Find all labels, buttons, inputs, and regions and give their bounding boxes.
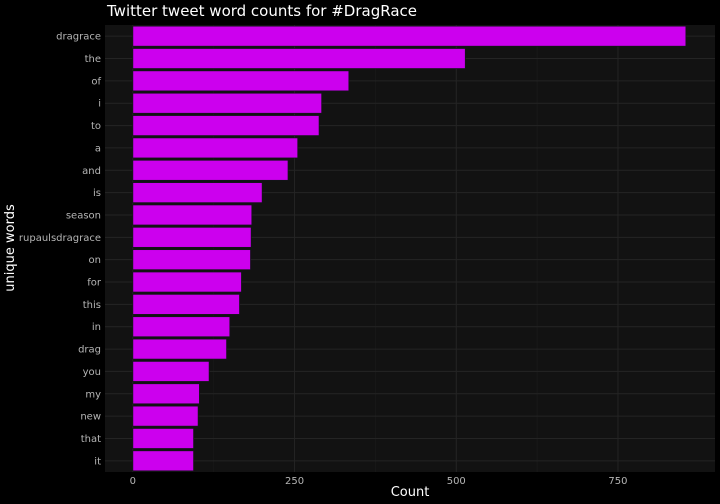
plot-panel bbox=[105, 25, 715, 472]
bar-a bbox=[132, 137, 299, 159]
y-tick-label: new bbox=[80, 412, 101, 423]
bar-on bbox=[132, 249, 251, 271]
y-tick-label: of bbox=[91, 76, 101, 87]
y-tick-label: for bbox=[87, 278, 102, 289]
y-tick-label: i bbox=[98, 99, 101, 110]
bar-you bbox=[132, 360, 210, 382]
bar-new bbox=[132, 405, 199, 427]
bar-the bbox=[132, 48, 466, 69]
bar-that bbox=[132, 428, 195, 449]
y-tick-label: my bbox=[85, 389, 101, 400]
bar-rupaulsdragrace bbox=[132, 226, 252, 248]
x-axis-title: Count bbox=[391, 485, 430, 500]
bar-drag bbox=[132, 338, 228, 360]
y-tick-label: the bbox=[85, 54, 101, 65]
bar-i bbox=[132, 92, 323, 114]
y-tick-label: drag bbox=[78, 345, 101, 356]
bar-in bbox=[132, 316, 231, 338]
bars bbox=[132, 25, 687, 472]
y-tick-label: season bbox=[66, 210, 101, 221]
bar-to bbox=[132, 115, 320, 137]
bar-this bbox=[132, 293, 240, 315]
x-tick-label: 0 bbox=[130, 476, 136, 487]
bar-it bbox=[132, 450, 195, 472]
y-tick-label: is bbox=[93, 188, 101, 199]
x-tick-labels: 0 250 500 750 bbox=[130, 476, 628, 487]
x-tick-label: 500 bbox=[447, 476, 466, 487]
bar-for bbox=[132, 271, 242, 293]
y-tick-label: rupaulsdragrace bbox=[19, 233, 101, 244]
bar-and bbox=[132, 159, 289, 181]
bar-dragrace bbox=[132, 25, 687, 47]
y-tick-label: on bbox=[89, 255, 101, 266]
x-tick-label: 750 bbox=[608, 476, 627, 487]
y-tick-label: this bbox=[83, 300, 101, 311]
chart-title: Twitter tweet word counts for #DragRace bbox=[106, 2, 417, 20]
y-tick-labels: dragrace the of i to a and is season rupaulsdragr… bbox=[19, 32, 102, 468]
y-tick-label: a bbox=[95, 143, 101, 154]
bar-of bbox=[132, 70, 350, 92]
y-axis-title: unique words bbox=[3, 204, 18, 292]
y-tick-label: dragrace bbox=[56, 32, 101, 43]
y-tick-label: you bbox=[83, 367, 101, 378]
bar-my bbox=[132, 383, 200, 405]
y-tick-label: to bbox=[91, 121, 101, 132]
y-tick-label: it bbox=[94, 456, 101, 467]
y-tick-label: and bbox=[82, 166, 101, 177]
bar-is bbox=[132, 182, 263, 204]
bar-season bbox=[132, 204, 253, 226]
y-tick-label: in bbox=[92, 322, 101, 333]
y-tick-label: that bbox=[81, 434, 101, 445]
x-tick-label: 250 bbox=[285, 476, 304, 487]
